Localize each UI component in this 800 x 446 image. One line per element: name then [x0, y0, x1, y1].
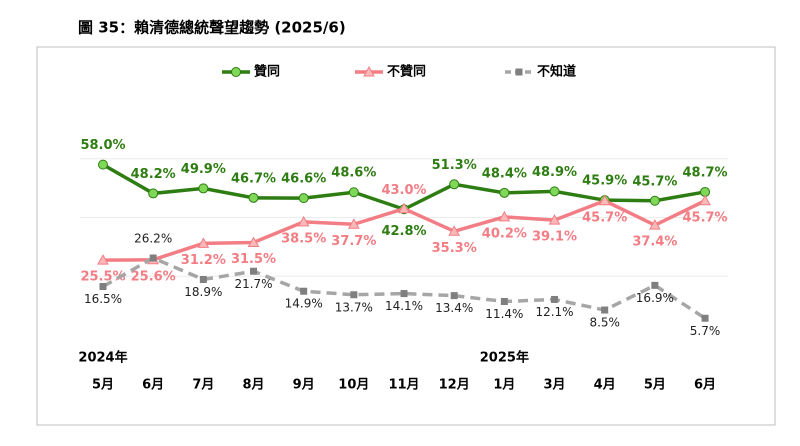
point	[498, 210, 511, 222]
data-label: 26.2%	[134, 232, 172, 246]
data-label: 58.0%	[80, 138, 125, 153]
frame	[36, 46, 776, 426]
point	[449, 179, 460, 190]
point	[649, 195, 660, 206]
legend-marker	[363, 65, 375, 77]
point	[350, 291, 358, 299]
point	[250, 267, 258, 275]
legend-label: 不贊同	[387, 64, 426, 80]
point	[247, 236, 260, 247]
data-label: 43.0%	[381, 183, 426, 198]
point	[99, 283, 107, 291]
data-label: 39.1%	[532, 230, 577, 245]
point	[598, 194, 611, 206]
point	[300, 287, 308, 295]
data-label: 21.7%	[234, 277, 272, 291]
legend-label: 贊同	[254, 64, 280, 80]
data-label: 16.5%	[84, 292, 122, 306]
point	[199, 275, 207, 283]
data-label: 51.3%	[432, 158, 477, 173]
x-tick-label: 9月	[293, 378, 315, 393]
data-label: 14.9%	[285, 297, 323, 311]
x-tick-label: 6月	[694, 378, 716, 393]
x-tick-label: 7月	[192, 378, 214, 393]
data-label: 49.9%	[181, 162, 226, 177]
legend-marker	[515, 68, 523, 76]
x-tick-label: 6月	[142, 378, 164, 393]
point	[348, 218, 360, 229]
x-tick-label: 5月	[92, 378, 114, 393]
year-label: 2024年	[78, 350, 127, 366]
data-label: 25.5%	[80, 270, 125, 285]
x-tick-label: 10月	[338, 378, 369, 393]
legend-marker	[231, 67, 241, 77]
data-label: 13.4%	[435, 301, 473, 315]
point	[98, 159, 108, 170]
point	[699, 194, 711, 206]
data-label: 48.2%	[131, 167, 176, 182]
data-label: 8.5%	[589, 316, 620, 330]
point	[198, 183, 209, 194]
grid	[80, 158, 728, 277]
point	[149, 254, 157, 262]
data-label: 45.9%	[582, 174, 627, 189]
data-label: 5.7%	[690, 324, 721, 338]
year-label: 2025年	[480, 350, 529, 366]
data-label: 48.4%	[482, 166, 527, 181]
point	[197, 237, 210, 248]
point	[551, 295, 559, 303]
point	[499, 187, 510, 198]
point	[148, 188, 159, 199]
data-label: 46.7%	[231, 171, 276, 186]
point	[701, 314, 709, 322]
x-tick-label: 8月	[242, 378, 264, 393]
data-label: 46.6%	[281, 172, 326, 187]
data-label: 13.7%	[335, 300, 373, 314]
data-label: 31.5%	[231, 252, 276, 267]
point	[448, 225, 461, 236]
data-label: 37.4%	[632, 235, 677, 250]
point	[500, 298, 508, 306]
x-tick-label: 5月	[644, 378, 666, 393]
point	[549, 186, 560, 197]
data-label: 42.8%	[381, 224, 426, 239]
point	[248, 192, 259, 203]
data-label: 25.6%	[131, 269, 176, 284]
data-label: 45.7%	[582, 210, 627, 225]
point	[400, 290, 408, 298]
point	[348, 187, 359, 198]
data-label: 16.9%	[636, 291, 674, 305]
data-label: 45.7%	[632, 174, 677, 189]
data-label: 48.9%	[532, 165, 577, 180]
chart-title: 圖 35：賴清德總統聲望趨勢 (2025/6)	[78, 19, 346, 37]
x-tick-label: 1月	[493, 378, 515, 393]
data-label: 11.4%	[485, 307, 523, 321]
point	[649, 219, 661, 230]
data-label: 48.7%	[682, 165, 727, 180]
point	[450, 292, 458, 300]
data-label: 38.5%	[281, 231, 326, 246]
legend-label: 不知道	[537, 64, 576, 80]
point	[297, 215, 310, 227]
data-label: 35.3%	[432, 241, 477, 256]
x-tick-label: 3月	[544, 378, 566, 393]
point	[651, 281, 659, 289]
data-label: 18.9%	[184, 285, 222, 299]
data-label: 12.1%	[535, 305, 573, 319]
point	[398, 202, 410, 214]
data-label: 40.2%	[482, 226, 527, 241]
data-label: 14.1%	[385, 299, 423, 313]
x-tick-label: 4月	[594, 378, 616, 393]
data-label: 31.2%	[181, 253, 226, 268]
x-tick-label: 12月	[439, 378, 470, 393]
point	[548, 214, 561, 225]
point	[298, 193, 309, 204]
point	[601, 306, 609, 314]
data-label: 37.7%	[331, 234, 376, 249]
point	[97, 254, 109, 265]
data-label: 45.7%	[682, 210, 727, 225]
x-tick-label: 11月	[388, 378, 419, 393]
data-label: 48.6%	[331, 166, 376, 181]
